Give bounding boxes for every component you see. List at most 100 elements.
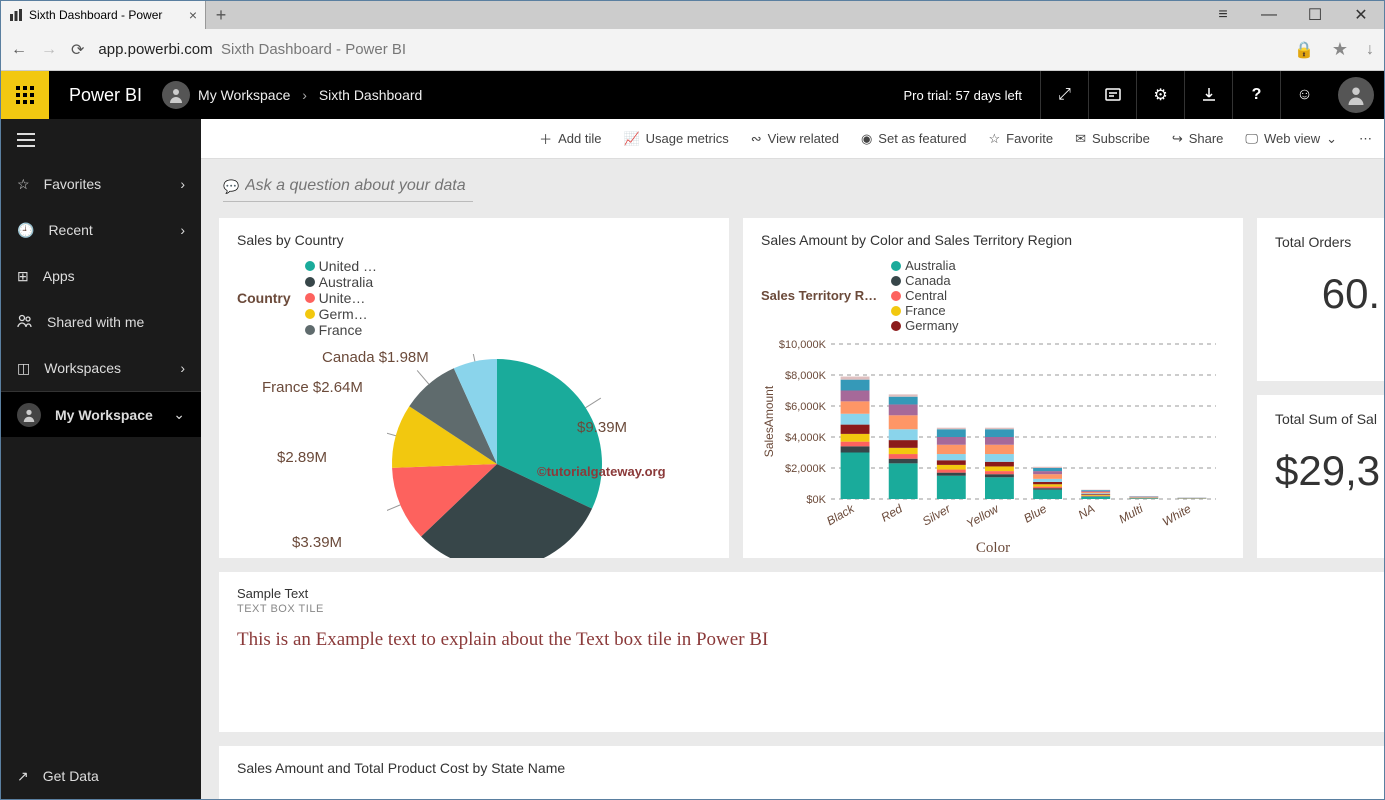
main-content: ＋Add tile 📈Usage metrics ∾View related ◉… xyxy=(201,119,1384,799)
star-icon[interactable]: ★ xyxy=(1332,39,1348,60)
user-avatar[interactable] xyxy=(1338,77,1374,113)
plus-icon: ＋ xyxy=(539,129,552,148)
new-tab-button[interactable]: + xyxy=(206,1,236,29)
share-button[interactable]: ↪Share xyxy=(1172,131,1224,147)
svg-text:Multi: Multi xyxy=(1116,501,1145,526)
tab-favicon xyxy=(9,8,23,22)
pie-chart xyxy=(387,354,607,558)
svg-text:$0K: $0K xyxy=(806,494,826,506)
sidebar-item-myworkspace[interactable]: My Workspace ⌄ xyxy=(1,391,201,437)
breadcrumb-workspace[interactable]: My Workspace xyxy=(198,87,290,103)
maximize-button[interactable]: ☐ xyxy=(1292,1,1338,29)
download-header-icon[interactable] xyxy=(1184,71,1232,119)
svg-text:Silver: Silver xyxy=(920,501,954,529)
svg-text:Red: Red xyxy=(879,501,905,524)
tile-bar[interactable]: Sales Amount by Color and Sales Territor… xyxy=(743,218,1243,558)
tile-total-orders[interactable]: Total Orders 60. xyxy=(1257,218,1384,381)
share-icon: ↪ xyxy=(1172,131,1183,147)
browser-menu-icon[interactable]: ≡ xyxy=(1200,1,1246,29)
mail-icon: ✉ xyxy=(1075,131,1086,147)
fullscreen-icon[interactable]: ⤢ xyxy=(1040,71,1088,119)
powerbi-header: Power BI My Workspace › Sixth Dashboard … xyxy=(1,71,1384,119)
sidebar-item-shared[interactable]: Shared with me xyxy=(1,299,201,345)
svg-text:NA: NA xyxy=(1076,501,1097,521)
browser-tab[interactable]: Sixth Dashboard - Power × xyxy=(1,1,206,29)
sidebar-label: Shared with me xyxy=(47,314,144,330)
close-window-button[interactable]: ✕ xyxy=(1338,1,1384,29)
settings-icon[interactable]: ⚙ xyxy=(1136,71,1184,119)
help-icon[interactable]: ? xyxy=(1232,71,1280,119)
url-display[interactable]: app.powerbi.com Sixth Dashboard - Power … xyxy=(98,41,406,58)
svg-text:Yellow: Yellow xyxy=(964,501,1002,531)
brand-label: Power BI xyxy=(49,85,162,106)
svg-text:White: White xyxy=(1160,501,1194,529)
tile-state-sales[interactable]: Sales Amount and Total Product Cost by S… xyxy=(219,746,1384,799)
stacked-bar-chart: $0K$2,000K$4,000K$6,000K$8,000K$10,000KS… xyxy=(761,339,1221,539)
monitor-icon: 🖵 xyxy=(1245,131,1258,147)
notifications-icon[interactable] xyxy=(1088,71,1136,119)
tile-pie[interactable]: Sales by Country Country United …Austral… xyxy=(219,218,729,558)
bar-legend: Sales Territory R… AustraliaCanadaCentra… xyxy=(761,258,1225,333)
textbox-subtitle: TEXT BOX TILE xyxy=(237,603,1380,615)
sidebar-label: Favorites xyxy=(44,176,102,192)
refresh-button[interactable]: ⟳ xyxy=(71,40,84,60)
minimize-button[interactable]: — xyxy=(1246,1,1292,29)
hamburger-icon[interactable] xyxy=(1,119,201,161)
qna-input[interactable] xyxy=(223,173,473,202)
clock-icon: 🕘 xyxy=(17,222,34,239)
usage-metrics-button[interactable]: 📈Usage metrics xyxy=(623,131,728,147)
sidebar-label: Apps xyxy=(43,268,75,284)
lock-icon: 🔒 xyxy=(1294,40,1314,60)
web-view-button[interactable]: 🖵Web view ⌄ xyxy=(1245,131,1337,147)
breadcrumb-dashboard: Sixth Dashboard xyxy=(319,87,423,103)
legend-label: Sales Territory R… xyxy=(761,288,877,303)
apps-icon: ⊞ xyxy=(17,268,29,285)
workspaces-icon: ◫ xyxy=(17,360,30,377)
sidebar-item-getdata[interactable]: ↗ Get Data xyxy=(1,753,201,799)
favorite-button[interactable]: ☆Favorite xyxy=(988,131,1053,147)
card-title: Total Orders xyxy=(1275,234,1380,250)
tab-close-icon[interactable]: × xyxy=(189,7,197,23)
user-icon xyxy=(17,403,41,427)
sidebar-label: Workspaces xyxy=(44,360,121,376)
chevron-down-icon: ⌄ xyxy=(1326,131,1337,147)
shared-icon xyxy=(17,314,33,331)
set-featured-button[interactable]: ◉Set as featured xyxy=(861,131,967,147)
view-related-button[interactable]: ∾View related xyxy=(751,131,839,147)
address-bar: ← → ⟳ app.powerbi.com Sixth Dashboard - … xyxy=(1,29,1384,71)
download-icon[interactable]: ↓ xyxy=(1366,41,1374,59)
sidebar-item-apps[interactable]: ⊞ Apps xyxy=(1,253,201,299)
browser-tab-bar: Sixth Dashboard - Power × + ≡ — ☐ ✕ xyxy=(1,1,1384,29)
subscribe-button[interactable]: ✉Subscribe xyxy=(1075,131,1150,147)
feedback-icon[interactable]: ☺ xyxy=(1280,71,1328,119)
pie-legend: Country United …AustraliaUnite…Germ…Fran… xyxy=(237,258,711,338)
sidebar: ☆ Favorites › 🕘 Recent › ⊞ Apps Shared w… xyxy=(1,119,201,799)
app-launcher-icon[interactable] xyxy=(1,71,49,119)
forward-button: → xyxy=(41,41,57,59)
tile-textbox[interactable]: Sample Text TEXT BOX TILE This is an Exa… xyxy=(219,572,1384,732)
back-button[interactable]: ← xyxy=(11,41,27,59)
add-tile-button[interactable]: ＋Add tile xyxy=(539,129,601,148)
sidebar-item-workspaces[interactable]: ◫ Workspaces › xyxy=(1,345,201,391)
tile-total-sales[interactable]: Total Sum of Sal $29,3 xyxy=(1257,395,1384,558)
tile-title: Sales Amount by Color and Sales Territor… xyxy=(761,232,1225,248)
breadcrumb-user-icon xyxy=(162,81,190,109)
sidebar-label: Recent xyxy=(48,222,92,238)
tile-title: Sales by Country xyxy=(237,232,711,248)
card-title: Total Sum of Sal xyxy=(1275,411,1380,427)
sidebar-item-favorites[interactable]: ☆ Favorites › xyxy=(1,161,201,207)
chevron-down-icon: ⌄ xyxy=(173,406,185,423)
chevron-right-icon: › xyxy=(180,360,185,376)
textbox-body: This is an Example text to explain about… xyxy=(237,629,1380,651)
star-icon: ☆ xyxy=(17,176,30,193)
dashboard-toolbar: ＋Add tile 📈Usage metrics ∾View related ◉… xyxy=(201,119,1384,159)
legend-label: Country xyxy=(237,290,291,306)
trial-status: Pro trial: 57 days left xyxy=(886,88,1041,103)
tab-title: Sixth Dashboard - Power xyxy=(29,8,162,22)
chart-icon: 📈 xyxy=(623,131,639,147)
svg-text:Blue: Blue xyxy=(1021,501,1049,525)
getdata-icon: ↗ xyxy=(17,768,29,785)
more-button[interactable]: ⋯ xyxy=(1359,131,1372,147)
sidebar-item-recent[interactable]: 🕘 Recent › xyxy=(1,207,201,253)
svg-text:$4,000K: $4,000K xyxy=(785,432,827,444)
